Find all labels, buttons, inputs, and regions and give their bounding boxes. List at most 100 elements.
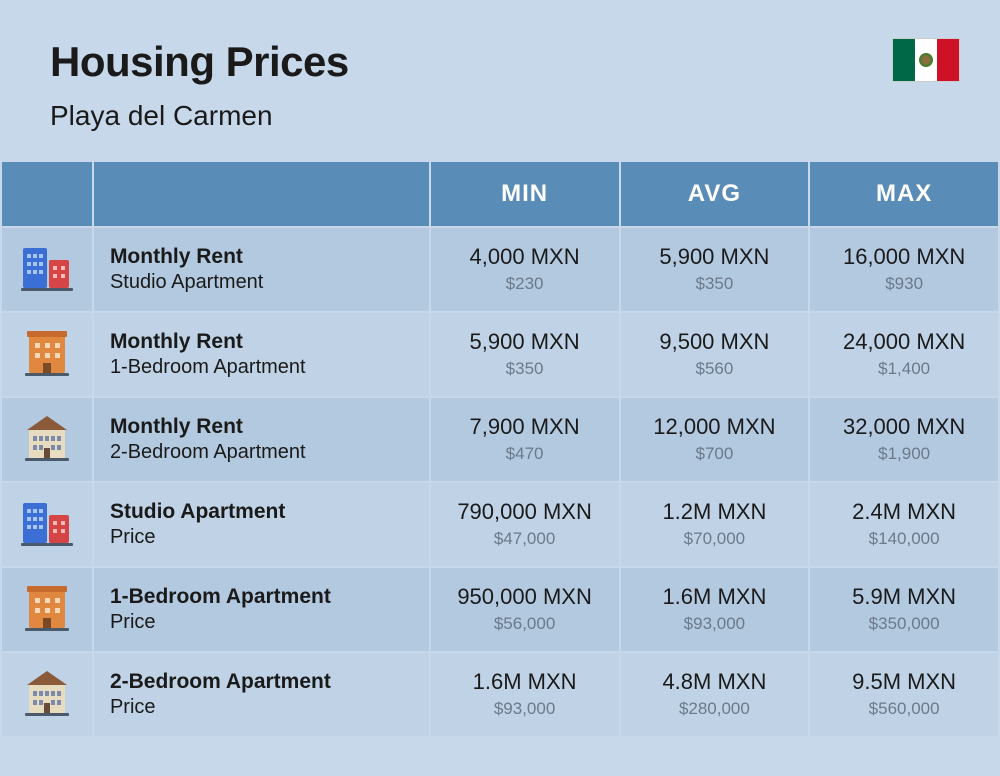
row-icon-cell [2, 313, 92, 396]
cell-max: 24,000 MXN $1,400 [810, 313, 998, 396]
value-usd: $350 [637, 273, 793, 295]
row-title: Studio Apartment [110, 499, 413, 524]
value-usd: $930 [826, 273, 982, 295]
value-usd: $93,000 [637, 613, 793, 635]
value-main: 32,000 MXN [826, 414, 982, 440]
value-usd: $70,000 [637, 528, 793, 550]
value-main: 790,000 MXN [447, 499, 603, 525]
2br-building-icon [19, 667, 75, 717]
studio-building-icon [19, 242, 75, 292]
table-header-row: MIN AVG MAX [2, 162, 998, 226]
row-title: Monthly Rent [110, 244, 413, 269]
page-subtitle: Playa del Carmen [50, 100, 950, 132]
value-main: 4.8M MXN [637, 669, 793, 695]
value-main: 2.4M MXN [826, 499, 982, 525]
cell-avg: 1.6M MXN $93,000 [621, 568, 809, 651]
value-usd: $560 [637, 358, 793, 380]
value-usd: $56,000 [447, 613, 603, 635]
row-icon-cell [2, 228, 92, 311]
row-description: Monthly Rent 2-Bedroom Apartment [94, 398, 429, 481]
value-usd: $700 [637, 443, 793, 465]
value-main: 5,900 MXN [447, 329, 603, 355]
cell-min: 5,900 MXN $350 [431, 313, 619, 396]
cell-min: 950,000 MXN $56,000 [431, 568, 619, 651]
1br-building-icon [19, 327, 75, 377]
cell-max: 9.5M MXN $560,000 [810, 653, 998, 736]
col-avg: AVG [621, 162, 809, 226]
value-main: 9,500 MXN [637, 329, 793, 355]
value-usd: $1,400 [826, 358, 982, 380]
col-max: MAX [810, 162, 998, 226]
row-description: Monthly Rent Studio Apartment [94, 228, 429, 311]
cell-min: 1.6M MXN $93,000 [431, 653, 619, 736]
cell-avg: 9,500 MXN $560 [621, 313, 809, 396]
cell-min: 7,900 MXN $470 [431, 398, 619, 481]
mexico-flag-icon [892, 38, 960, 82]
row-title: Monthly Rent [110, 414, 413, 439]
col-min: MIN [431, 162, 619, 226]
value-main: 12,000 MXN [637, 414, 793, 440]
row-title: 1-Bedroom Apartment [110, 584, 413, 609]
header: Housing Prices Playa del Carmen [0, 0, 1000, 160]
table-row: Studio Apartment Price 790,000 MXN $47,0… [2, 483, 998, 566]
row-description: Monthly Rent 1-Bedroom Apartment [94, 313, 429, 396]
value-main: 5.9M MXN [826, 584, 982, 610]
table-row: Monthly Rent 1-Bedroom Apartment 5,900 M… [2, 313, 998, 396]
row-subtitle: 1-Bedroom Apartment [110, 354, 413, 380]
cell-max: 16,000 MXN $930 [810, 228, 998, 311]
row-title: Monthly Rent [110, 329, 413, 354]
value-main: 1.2M MXN [637, 499, 793, 525]
cell-avg: 12,000 MXN $700 [621, 398, 809, 481]
row-subtitle: Studio Apartment [110, 269, 413, 295]
cell-min: 4,000 MXN $230 [431, 228, 619, 311]
cell-min: 790,000 MXN $47,000 [431, 483, 619, 566]
value-usd: $280,000 [637, 698, 793, 720]
value-usd: $350 [447, 358, 603, 380]
value-main: 5,900 MXN [637, 244, 793, 270]
row-icon-cell [2, 483, 92, 566]
table-row: Monthly Rent Studio Apartment 4,000 MXN … [2, 228, 998, 311]
value-usd: $93,000 [447, 698, 603, 720]
value-usd: $230 [447, 273, 603, 295]
table-row: 1-Bedroom Apartment Price 950,000 MXN $5… [2, 568, 998, 651]
row-subtitle: Price [110, 609, 413, 635]
row-subtitle: 2-Bedroom Apartment [110, 439, 413, 465]
value-main: 1.6M MXN [447, 669, 603, 695]
cell-max: 32,000 MXN $1,900 [810, 398, 998, 481]
row-icon-cell [2, 653, 92, 736]
value-usd: $140,000 [826, 528, 982, 550]
value-main: 950,000 MXN [447, 584, 603, 610]
value-main: 7,900 MXN [447, 414, 603, 440]
row-icon-cell [2, 568, 92, 651]
value-usd: $1,900 [826, 443, 982, 465]
row-subtitle: Price [110, 524, 413, 550]
table-row: Monthly Rent 2-Bedroom Apartment 7,900 M… [2, 398, 998, 481]
studio-building-icon [19, 497, 75, 547]
col-description [94, 162, 429, 226]
cell-avg: 4.8M MXN $280,000 [621, 653, 809, 736]
value-usd: $47,000 [447, 528, 603, 550]
value-main: 4,000 MXN [447, 244, 603, 270]
value-main: 1.6M MXN [637, 584, 793, 610]
cell-avg: 1.2M MXN $70,000 [621, 483, 809, 566]
cell-max: 5.9M MXN $350,000 [810, 568, 998, 651]
value-main: 24,000 MXN [826, 329, 982, 355]
row-description: Studio Apartment Price [94, 483, 429, 566]
1br-building-icon [19, 582, 75, 632]
row-description: 1-Bedroom Apartment Price [94, 568, 429, 651]
cell-avg: 5,900 MXN $350 [621, 228, 809, 311]
cell-max: 2.4M MXN $140,000 [810, 483, 998, 566]
page-title: Housing Prices [50, 38, 950, 86]
row-description: 2-Bedroom Apartment Price [94, 653, 429, 736]
row-icon-cell [2, 398, 92, 481]
row-subtitle: Price [110, 694, 413, 720]
value-main: 9.5M MXN [826, 669, 982, 695]
col-icon [2, 162, 92, 226]
value-usd: $560,000 [826, 698, 982, 720]
value-usd: $350,000 [826, 613, 982, 635]
table-row: 2-Bedroom Apartment Price 1.6M MXN $93,0… [2, 653, 998, 736]
pricing-table: MIN AVG MAX Monthly Rent Studio Apartmen… [0, 160, 1000, 738]
row-title: 2-Bedroom Apartment [110, 669, 413, 694]
2br-building-icon [19, 412, 75, 462]
value-main: 16,000 MXN [826, 244, 982, 270]
